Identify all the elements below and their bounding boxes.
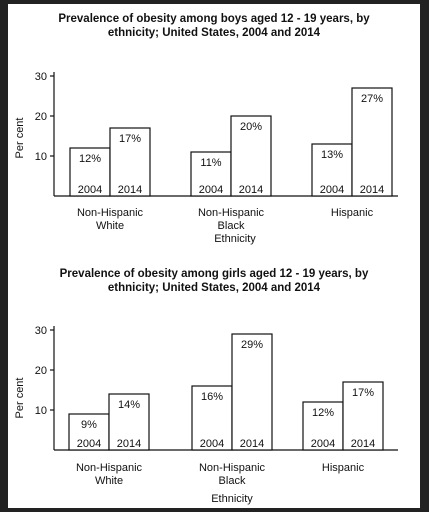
- y-tick-label: 20: [35, 365, 47, 377]
- category-label-line: Hispanic: [331, 207, 374, 219]
- category-label-line: Hispanic: [322, 462, 365, 474]
- bar-value-label: 16%: [201, 391, 223, 403]
- category-label-line: Non-Hispanic: [77, 207, 144, 219]
- bar-year-label: 2004: [320, 184, 344, 196]
- bar-year-label: 2014: [239, 184, 263, 196]
- chart-title-line-2: ethnicity; United States, 2004 and 2014: [107, 27, 321, 39]
- bar-value-label: 13%: [321, 149, 343, 161]
- bar-2014: [231, 333, 273, 451]
- bar-value-label: 17%: [352, 387, 374, 399]
- bar-2014: [108, 393, 150, 451]
- category-label-line: White: [95, 475, 123, 487]
- bar-2014: [230, 115, 272, 197]
- category-label-line: Non-Hispanic: [199, 462, 266, 474]
- category-label: Hispanic: [331, 207, 374, 219]
- bar-value-label: 11%: [200, 157, 221, 169]
- bar-2014: [109, 127, 151, 197]
- boys-obesity-chart: Prevalence of obesity among boys aged 12…: [8, 4, 420, 254]
- bar-value-label: 29%: [241, 339, 263, 351]
- bar-year-label: 2004: [199, 184, 223, 196]
- category-label: Non-Hispanic White: [77, 207, 144, 232]
- bar-2014: [351, 87, 393, 197]
- bar-year-label: 2014: [351, 438, 375, 450]
- bar-value-label: 9%: [81, 419, 97, 431]
- bar-year-label: 2014: [117, 438, 141, 450]
- category-label: Non-Hispanic Black: [198, 207, 265, 232]
- bar-value-label: 12%: [312, 407, 334, 419]
- x-axis-label: Ethnicity: [214, 233, 256, 245]
- chart-title: Prevalence of obesity among boys aged 12…: [8, 12, 420, 40]
- bar-year-label: 2014: [240, 438, 264, 450]
- girls-obesity-chart: Prevalence of obesity among girls aged 1…: [8, 259, 420, 508]
- bar-2004: [311, 143, 353, 197]
- bar-value-label: 14%: [118, 399, 140, 411]
- y-tick-label: 30: [35, 325, 47, 337]
- y-tick-label: 10: [35, 405, 47, 417]
- chart-title-line-1: Prevalence of obesity among girls aged 1…: [59, 268, 369, 280]
- category-label: Non-Hispanic Black: [199, 462, 266, 487]
- y-tick-label: 10: [35, 151, 47, 163]
- chart-title-line-1: Prevalence of obesity among boys aged 12…: [58, 13, 370, 25]
- bar-2004: [190, 151, 232, 197]
- chart-title: Prevalence of obesity among girls aged 1…: [8, 267, 420, 295]
- y-tick-label: 30: [35, 71, 47, 83]
- bar-2014: [342, 381, 384, 451]
- bar-value-label: 27%: [361, 93, 383, 105]
- bar-value-label: 20%: [240, 121, 262, 133]
- y-tick-label: 20: [35, 111, 47, 123]
- bar-value-label: 12%: [79, 153, 101, 165]
- bar-year-label: 2004: [78, 184, 102, 196]
- category-label-line: Black: [219, 475, 246, 487]
- category-label-line: Non-Hispanic: [198, 207, 265, 219]
- bar-value-label: 17%: [119, 133, 141, 145]
- bar-year-label: 2014: [360, 184, 384, 196]
- category-label-line: Black: [218, 220, 245, 232]
- category-label: Hispanic: [322, 462, 365, 474]
- chart-title-line-2: ethnicity; United States, 2004 and 2014: [107, 282, 321, 294]
- bar-year-label: 2004: [77, 438, 101, 450]
- bar-year-label: 2014: [118, 184, 142, 196]
- bar-year-label: 2004: [311, 438, 335, 450]
- bar-2004: [302, 401, 344, 451]
- x-axis-label: Ethnicity: [211, 493, 253, 505]
- category-label-line: Non-Hispanic: [76, 462, 143, 474]
- category-label-line: White: [96, 220, 124, 232]
- category-label: Non-Hispanic White: [76, 462, 143, 487]
- figure-panel: Prevalence of obesity among boys aged 12…: [8, 4, 420, 508]
- bar-year-label: 2004: [200, 438, 224, 450]
